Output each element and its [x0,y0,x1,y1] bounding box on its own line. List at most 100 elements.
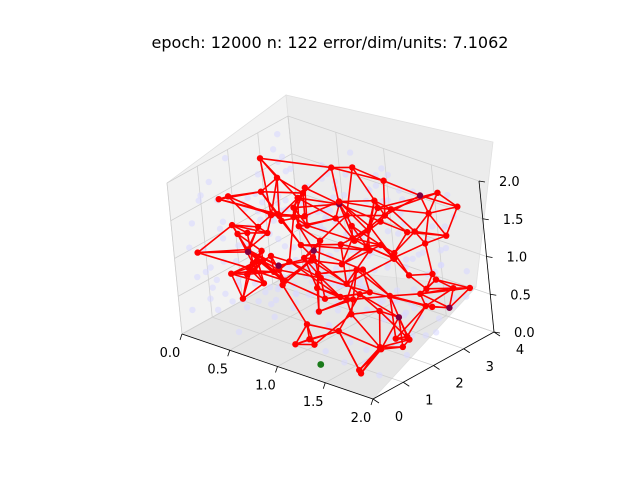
network-unit [244,229,251,237]
network-edge [377,192,438,209]
network-edge [197,251,249,254]
network-unit [395,314,403,321]
data-sample-point [435,315,443,322]
network-unit [294,194,301,202]
network-edge [345,249,371,285]
data-sample-point [360,284,368,291]
network-unit [243,271,251,278]
network-edge [428,205,458,215]
network-edge [306,217,336,227]
network-edge [381,346,403,351]
data-sample-point [393,287,401,294]
network-edge [359,293,400,318]
network-unit [432,276,440,283]
network-edge [362,269,371,293]
x-tick-mark [322,382,326,389]
network-unit [306,336,313,343]
network-edge [306,324,316,345]
network-edge [384,214,408,233]
x-tick-mark [227,350,231,357]
network-edge [288,217,295,262]
network-edge [435,278,471,289]
data-sample-point [266,283,274,291]
data-sample-point [444,191,451,199]
network-unit [349,296,357,303]
data-sample-point [378,165,385,172]
network-edge [311,259,342,265]
network-unit [286,258,293,265]
data-sample-point [346,339,354,346]
network-unit [257,188,265,195]
data-sample-point [189,306,196,314]
data-sample-point [235,242,242,249]
network-edge [197,251,249,269]
z-tick-mark [482,218,489,221]
data-sample-point [259,199,266,206]
network-unit [245,264,252,272]
data-sample-point [269,146,277,153]
network-edge [392,242,426,259]
network-unit [450,284,457,292]
network-unit [377,346,385,353]
network-edge [341,244,382,265]
data-sample-point [363,306,370,313]
network-edge [424,234,447,245]
network-unit [387,206,395,213]
z-tick-mark [493,331,501,334]
data-sample-point [195,197,202,204]
data-sample-point [429,223,436,230]
y-tick-label: 1 [425,393,433,408]
network-unit [380,177,387,184]
network-edge [414,212,430,233]
network-edge [237,233,263,252]
network-edge [369,208,392,228]
network-edge [300,244,370,252]
network-unit [466,284,474,292]
network-edge [351,166,384,182]
network-edge [390,208,416,233]
network-edge [380,316,400,350]
data-sample-point [188,220,196,227]
network-unit [290,204,297,211]
network-unit [310,247,317,254]
data-sample-point [222,290,229,297]
data-sample-point [282,197,289,204]
data-sample-point [409,255,416,262]
network-unit [392,335,399,342]
highlighted-unit [317,361,325,368]
network-unit [359,266,367,273]
network-edge [427,192,439,214]
x-tick-mark [275,366,278,373]
network-edge [298,225,321,242]
network-edge [351,225,382,246]
data-sample-point [255,298,262,305]
network-unit [321,295,329,302]
network-unit [239,295,247,302]
data-sample-point [397,210,404,217]
network-edge [382,180,386,216]
x-tick-label: 2.0 [351,411,372,426]
data-sample-point [229,298,236,305]
network-unit [301,212,308,220]
chart-title: epoch: 12000 n: 122 error/dim/units: 7.1… [151,33,509,52]
data-sample-point [395,230,402,237]
network-edge [227,195,272,216]
network-edge [227,190,262,198]
network-unit [405,272,413,279]
data-sample-point [322,213,330,220]
data-sample-point [209,284,216,291]
network-unit [381,212,389,219]
network-unit [299,189,307,197]
data-sample-point [384,171,391,179]
network-unit [337,241,344,248]
network-unit [311,341,318,348]
z-tick-label: 2.0 [499,175,520,190]
network-unit [295,222,303,230]
network-unit [254,257,261,265]
network-edge [278,269,321,279]
y-tick-mark [433,365,440,370]
network-edge [389,295,426,307]
network-unit [228,221,236,229]
network-edge [408,274,427,290]
network-edge [448,288,455,308]
